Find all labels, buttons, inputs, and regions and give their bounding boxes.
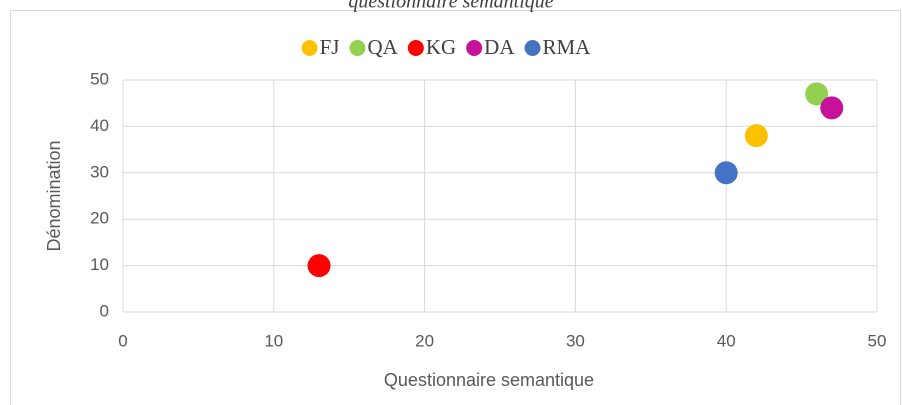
chart-border	[10, 10, 901, 405]
point	[805, 82, 829, 106]
x-tick-label: 0	[118, 331, 127, 350]
legend-marker	[524, 40, 541, 56]
x-tick-label: 50	[868, 331, 887, 350]
legend-label: QA	[367, 35, 398, 59]
legend-label: KG	[426, 35, 456, 59]
point	[714, 161, 738, 185]
y-axis-title: Dénomination	[44, 140, 64, 251]
x-tick-label: 30	[566, 331, 585, 350]
y-tick-label: 10	[90, 255, 109, 274]
x-tick-label: 40	[717, 331, 736, 350]
x-axis-title: Questionnaire semantique	[384, 370, 594, 390]
y-tick-label: 50	[90, 69, 109, 88]
legend-label: RMA	[543, 35, 592, 59]
point	[307, 254, 331, 278]
point	[820, 96, 844, 120]
x-tick-label: 20	[415, 331, 434, 350]
legend-marker	[301, 40, 318, 56]
y-tick-label: 0	[100, 301, 109, 320]
legend-marker	[466, 40, 483, 56]
y-tick-label: 40	[90, 116, 109, 135]
legend-marker	[407, 40, 424, 56]
legend-marker	[349, 40, 366, 56]
legend-label: DA	[484, 35, 515, 59]
point	[744, 124, 768, 148]
x-tick-label: 10	[264, 331, 283, 350]
y-tick-label: 30	[90, 162, 109, 181]
chart-title: questionnaire semantique	[348, 0, 553, 13]
y-tick-label: 20	[90, 209, 109, 228]
legend-label: FJ	[320, 35, 340, 59]
